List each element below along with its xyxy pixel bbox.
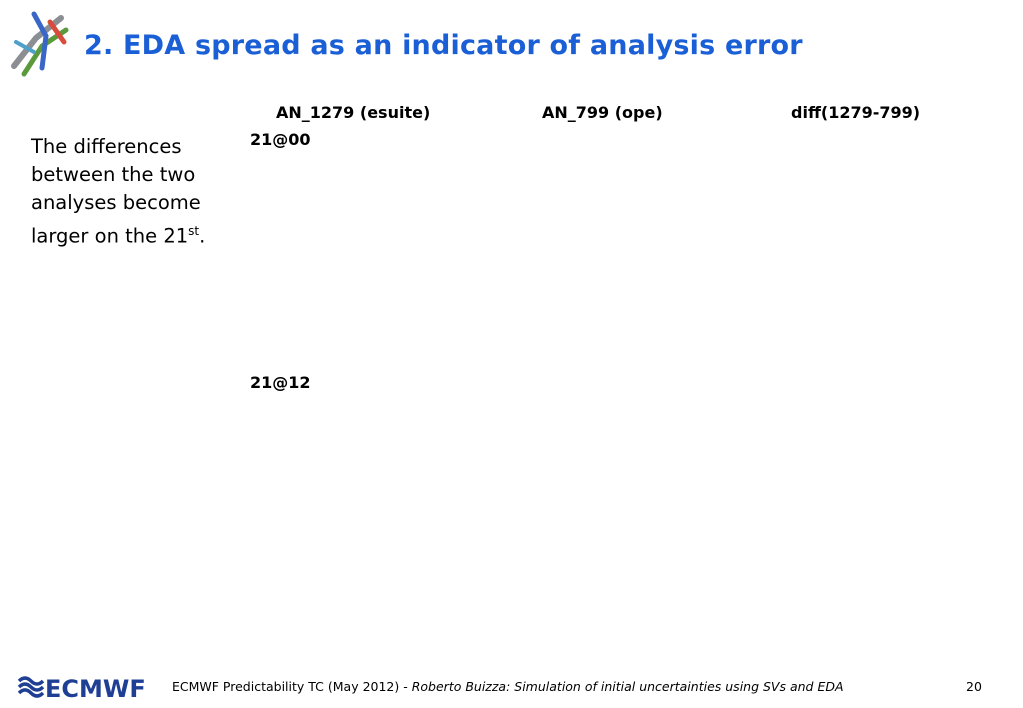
- footer-italic: Roberto Buizza: Simulation of initial un…: [411, 679, 844, 694]
- ecmwf-emblem-icon: [11, 11, 69, 77]
- ecmwf-logo: ECMWF: [17, 675, 146, 701]
- page-number: 20: [966, 679, 982, 694]
- row-label-2112: 21@12: [248, 373, 313, 392]
- footer-text: ECMWF Predictability TC (May 2012) - Rob…: [172, 679, 844, 694]
- column-header-an799: AN_799 (ope): [542, 103, 663, 122]
- side-description: The differences between the two analyses…: [31, 135, 206, 248]
- svg-text:ECMWF: ECMWF: [45, 675, 146, 701]
- column-header-an1279: AN_1279 (esuite): [276, 103, 431, 122]
- column-header-diff: diff(1279-799): [791, 103, 921, 122]
- superscript-st: st: [188, 224, 200, 238]
- slide-title: 2. EDA spread as an indicator of analysi…: [84, 30, 803, 61]
- row-label-2100: 21@00: [248, 130, 313, 149]
